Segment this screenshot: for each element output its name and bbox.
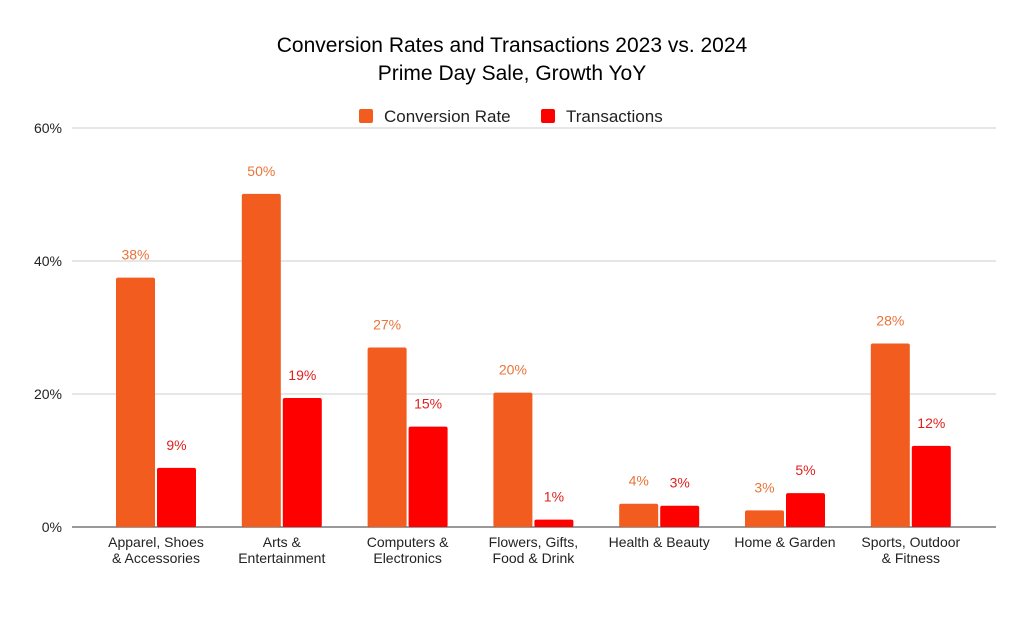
bar xyxy=(157,467,196,527)
chart-title: Conversion Rates and Transactions 2023 v… xyxy=(277,34,748,57)
data-label: 5% xyxy=(795,462,815,478)
chart-subtitle: Prime Day Sale, Growth YoY xyxy=(378,62,646,85)
data-label: 15% xyxy=(414,396,442,412)
data-label: 1% xyxy=(544,489,564,505)
x-tick-label: Entertainment xyxy=(238,550,325,566)
data-label: 3% xyxy=(670,475,690,491)
data-label: 9% xyxy=(166,437,186,453)
x-tick-label: Home & Garden xyxy=(734,534,835,550)
legend-swatch xyxy=(541,109,555,123)
gridlines: 0% 20% 40% 60% xyxy=(34,120,996,535)
data-label: 4% xyxy=(629,473,649,489)
x-tick-label: Health & Beauty xyxy=(609,534,710,550)
bar xyxy=(786,493,825,527)
bars: 38% 9% 50% 19% 27% 15% 20% 1% 4% 3% 3% 5% 28% 12% xyxy=(116,163,951,527)
bar xyxy=(367,347,407,527)
legend-swatch xyxy=(359,109,373,123)
bar xyxy=(870,343,910,527)
data-label: 3% xyxy=(754,479,774,495)
x-tick-label: Food & Drink xyxy=(493,550,576,566)
data-label: 27% xyxy=(373,316,401,332)
x-tick-label: & Accessories xyxy=(112,550,200,566)
x-tick-label: Arts & xyxy=(263,534,302,550)
x-tick-label: Sports, Outdoor xyxy=(861,534,960,550)
data-label: 50% xyxy=(247,163,275,179)
y-tick-label: 40% xyxy=(34,253,62,269)
legend-label: Transactions xyxy=(566,107,663,126)
y-tick-label: 20% xyxy=(34,386,62,402)
bar xyxy=(241,193,281,527)
x-tick-label: Electronics xyxy=(373,550,441,566)
bar xyxy=(745,510,784,527)
bar xyxy=(408,426,448,527)
bar xyxy=(116,277,155,527)
bar xyxy=(911,445,951,527)
legend-label: Conversion Rate xyxy=(384,107,511,126)
bar xyxy=(282,397,322,527)
bar xyxy=(619,503,659,527)
bar xyxy=(660,505,700,527)
data-label: 38% xyxy=(121,247,149,263)
x-axis-labels: Apparel, Shoes& Accessories Arts &Enterta… xyxy=(108,534,960,566)
y-tick-label: 0% xyxy=(42,519,62,535)
bar xyxy=(493,392,533,527)
x-tick-label: & Fitness xyxy=(882,550,940,566)
data-label: 20% xyxy=(499,362,527,378)
x-tick-label: Apparel, Shoes xyxy=(108,534,204,550)
bar xyxy=(534,519,574,527)
data-label: 28% xyxy=(876,312,904,328)
x-tick-label: Flowers, Gifts, xyxy=(489,534,578,550)
x-tick-label: Computers & xyxy=(367,534,449,550)
data-label: 19% xyxy=(288,367,316,383)
data-label: 12% xyxy=(917,415,945,431)
legend: Conversion Rate Transactions xyxy=(359,107,663,126)
y-tick-label: 60% xyxy=(34,120,62,136)
